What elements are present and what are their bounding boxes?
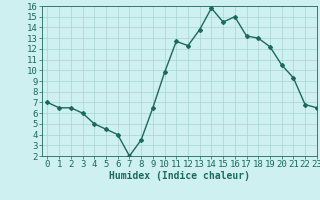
X-axis label: Humidex (Indice chaleur): Humidex (Indice chaleur) — [109, 171, 250, 181]
